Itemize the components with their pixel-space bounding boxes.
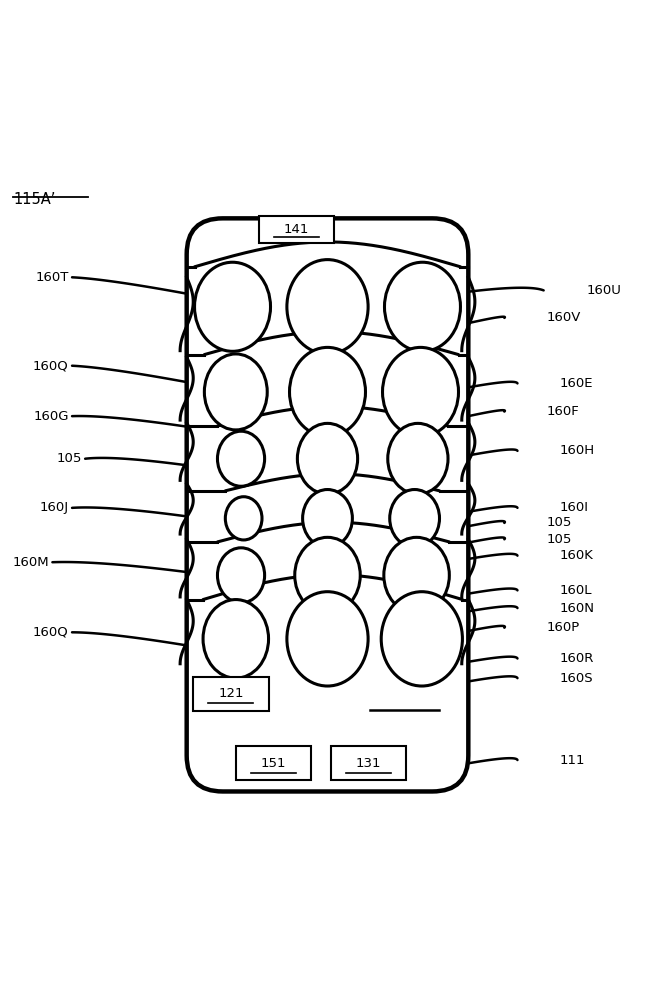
Ellipse shape bbox=[225, 497, 262, 540]
Text: 151: 151 bbox=[261, 757, 286, 770]
Text: 160J: 160J bbox=[40, 501, 69, 514]
Ellipse shape bbox=[297, 423, 358, 494]
Ellipse shape bbox=[217, 548, 265, 603]
Ellipse shape bbox=[384, 262, 460, 351]
Text: 160V: 160V bbox=[547, 311, 581, 324]
Text: 131: 131 bbox=[356, 757, 381, 770]
Text: 121: 121 bbox=[218, 687, 244, 700]
FancyBboxPatch shape bbox=[193, 677, 269, 711]
Text: 160Q: 160Q bbox=[33, 626, 69, 639]
Ellipse shape bbox=[303, 490, 352, 547]
Text: 160U: 160U bbox=[586, 284, 621, 297]
Text: 141: 141 bbox=[284, 223, 309, 236]
Text: 160H: 160H bbox=[560, 444, 595, 457]
Ellipse shape bbox=[217, 431, 265, 486]
Ellipse shape bbox=[388, 423, 448, 494]
Text: 160L: 160L bbox=[560, 584, 593, 597]
Ellipse shape bbox=[203, 600, 269, 678]
Ellipse shape bbox=[287, 260, 368, 354]
Ellipse shape bbox=[381, 592, 462, 686]
Text: 105: 105 bbox=[547, 516, 572, 529]
Text: 160G: 160G bbox=[33, 410, 69, 423]
Ellipse shape bbox=[384, 537, 449, 613]
Text: 160T: 160T bbox=[35, 271, 69, 284]
Text: 160N: 160N bbox=[560, 602, 595, 615]
Text: 160I: 160I bbox=[560, 501, 589, 514]
Ellipse shape bbox=[390, 490, 440, 547]
Text: 111: 111 bbox=[560, 754, 586, 767]
Text: 115A’: 115A’ bbox=[13, 192, 56, 207]
Text: 160P: 160P bbox=[547, 621, 580, 634]
Text: 105: 105 bbox=[56, 452, 82, 465]
Text: 160F: 160F bbox=[547, 405, 580, 418]
FancyBboxPatch shape bbox=[259, 216, 334, 243]
Text: 160M: 160M bbox=[12, 556, 49, 569]
Ellipse shape bbox=[295, 537, 360, 613]
FancyBboxPatch shape bbox=[331, 746, 406, 780]
Text: 160K: 160K bbox=[560, 549, 594, 562]
Text: 160Q: 160Q bbox=[33, 359, 69, 372]
Ellipse shape bbox=[195, 262, 271, 351]
Text: 160R: 160R bbox=[560, 652, 594, 665]
Ellipse shape bbox=[290, 347, 365, 436]
FancyBboxPatch shape bbox=[187, 218, 468, 791]
Text: 160S: 160S bbox=[560, 672, 593, 685]
Ellipse shape bbox=[383, 347, 458, 436]
Text: 160E: 160E bbox=[560, 377, 593, 390]
FancyBboxPatch shape bbox=[236, 746, 311, 780]
Ellipse shape bbox=[204, 354, 267, 430]
Ellipse shape bbox=[287, 592, 368, 686]
Text: 105: 105 bbox=[547, 533, 572, 546]
